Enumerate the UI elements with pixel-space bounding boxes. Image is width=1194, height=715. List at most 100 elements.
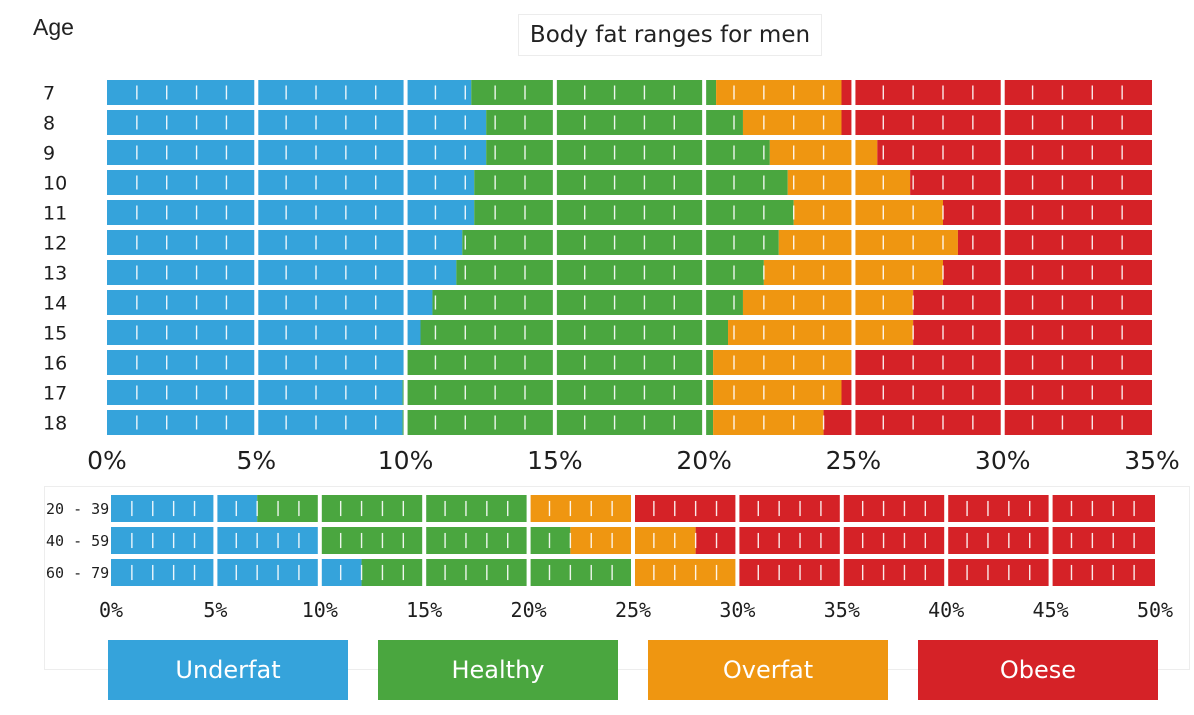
- bar-gap: [1000, 380, 1005, 405]
- bar-gap: [702, 380, 707, 405]
- bar-gap: [735, 527, 740, 554]
- bar-gap: [403, 410, 408, 435]
- bar-youth-overfat-8: [742, 110, 842, 135]
- bar-gap: [422, 527, 427, 554]
- bar-gap: [403, 200, 408, 225]
- bar-gap: [851, 110, 856, 135]
- bar-gap: [851, 140, 856, 165]
- bar-gap: [254, 140, 259, 165]
- bar-youth-underfat-14: [107, 290, 433, 315]
- bar-youth-healthy-15: [420, 320, 729, 345]
- bar-gap: [403, 110, 408, 135]
- row-label: 9: [43, 142, 55, 164]
- bar-youth-overfat-16: [713, 350, 854, 375]
- bar-youth-underfat-15: [107, 320, 421, 345]
- bar-youth-obese-12: [957, 230, 1152, 255]
- bar-gap: [851, 380, 856, 405]
- bar-youth-obese-8: [841, 110, 1152, 135]
- x-tick-label: 15%: [527, 446, 583, 475]
- bar-gap: [851, 410, 856, 435]
- bar-gap: [213, 559, 218, 586]
- bar-youth-overfat-10: [787, 170, 911, 195]
- bar-gap: [735, 495, 740, 522]
- row-label: 7: [43, 82, 55, 104]
- bar-gap: [839, 495, 844, 522]
- bar-gap: [317, 527, 322, 554]
- bar-youth-obese-7: [841, 80, 1152, 105]
- bar-gap: [851, 230, 856, 255]
- bar-gap: [851, 290, 856, 315]
- bar-gap: [1000, 260, 1005, 285]
- bar-youth-obese-17: [841, 380, 1152, 405]
- bar-gap: [851, 260, 856, 285]
- row-label: 16: [43, 352, 67, 374]
- bar-gap: [702, 200, 707, 225]
- bar-gap: [552, 110, 557, 135]
- bar-gap: [702, 170, 707, 195]
- bar-youth-healthy-14: [432, 290, 743, 315]
- bar-gap: [254, 320, 259, 345]
- bar-adult-overfat-20-39: [528, 495, 633, 522]
- x-tick-label: 20%: [676, 446, 732, 475]
- bar-youth-obese-9: [877, 140, 1152, 165]
- legend-overfat-label: Overfat: [722, 656, 814, 684]
- x-tick-label: 20%: [511, 598, 547, 622]
- bar-gap: [1000, 290, 1005, 315]
- bar-gap: [254, 290, 259, 315]
- x-tick-label: 40%: [928, 598, 964, 622]
- bar-youth-healthy-7: [471, 80, 717, 105]
- bar-gap: [1000, 320, 1005, 345]
- bar-gap: [552, 350, 557, 375]
- legend-underfat-label: Underfat: [175, 656, 281, 684]
- bar-youth-underfat-12: [107, 230, 463, 255]
- bar-youth-overfat-17: [713, 380, 842, 405]
- bar-gap: [254, 170, 259, 195]
- bar-gap: [1048, 559, 1053, 586]
- bar-youth-underfat-9: [107, 140, 487, 165]
- x-tick-label: 5%: [203, 598, 227, 622]
- bar-gap: [839, 559, 844, 586]
- row-label: 13: [43, 262, 67, 284]
- bar-gap: [702, 350, 707, 375]
- bar-gap: [403, 230, 408, 255]
- bar-gap: [839, 527, 844, 554]
- row-label: 11: [43, 202, 67, 224]
- row-label: 60 - 79: [46, 564, 109, 582]
- bar-youth-obese-13: [943, 260, 1152, 285]
- x-tick-label: 25%: [826, 446, 882, 475]
- bar-youth-underfat-8: [107, 110, 487, 135]
- bar-gap: [1000, 350, 1005, 375]
- x-tick-label: 35%: [824, 598, 860, 622]
- bar-gap: [944, 527, 949, 554]
- bar-gap: [552, 140, 557, 165]
- legend-obese: Obese: [918, 640, 1158, 700]
- bar-youth-underfat-7: [107, 80, 472, 105]
- bar-gap: [552, 410, 557, 435]
- legend-overfat: Overfat: [648, 640, 888, 700]
- bar-gap: [403, 140, 408, 165]
- bar-gap: [552, 290, 557, 315]
- bar-gap: [631, 559, 635, 586]
- row-label: 20 - 39: [46, 500, 109, 518]
- bar-gap: [851, 170, 856, 195]
- bar-adult-healthy-60-79: [361, 559, 633, 586]
- row-label: 15: [43, 322, 67, 344]
- bar-gap: [702, 290, 707, 315]
- bar-youth-healthy-17: [402, 380, 714, 405]
- bar-gap: [735, 559, 740, 586]
- bar-gap: [631, 495, 635, 522]
- row-label: 12: [43, 232, 67, 254]
- bar-gap: [403, 260, 408, 285]
- bar-youth-overfat-18: [713, 410, 824, 435]
- bar-gap: [851, 350, 856, 375]
- bar-gap: [403, 80, 408, 105]
- row-label: 10: [43, 172, 67, 194]
- x-tick-label: 35%: [1124, 446, 1180, 475]
- bar-gap: [702, 260, 707, 285]
- bar-gap: [1000, 230, 1005, 255]
- bar-gap: [254, 260, 259, 285]
- x-tick-label: 15%: [406, 598, 442, 622]
- bar-gap: [1048, 495, 1053, 522]
- row-label: 18: [43, 412, 67, 434]
- bar-gap: [526, 559, 531, 586]
